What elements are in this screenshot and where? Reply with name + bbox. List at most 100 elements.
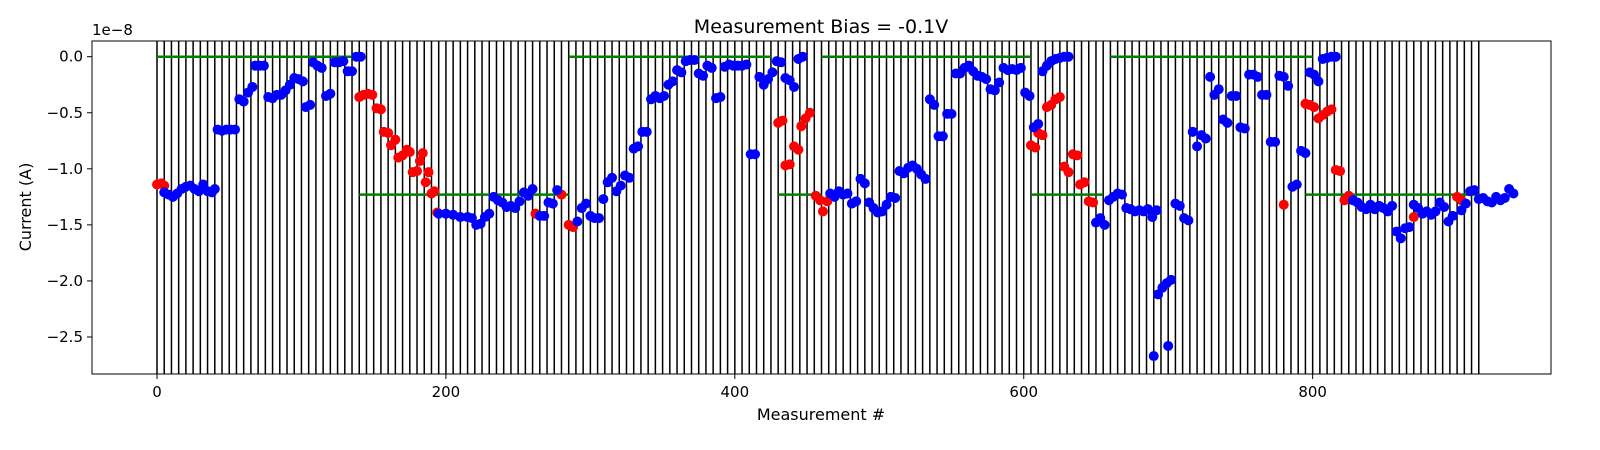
blue-data-point [624,172,635,183]
blue-data-point [715,92,726,103]
blue-data-point [607,172,618,183]
blue-data-point [1033,118,1044,129]
red-data-point [1335,166,1346,177]
blue-data-point [1278,71,1289,82]
red-data-point [1054,92,1065,103]
blue-data-point [641,126,652,137]
red-data-point [1408,212,1419,223]
x-tick-label: 400 [721,383,750,401]
y-axis: 0.0 −0.5 −1.0 −1.5 −2.0 −2.5 [47,48,92,346]
red-data-point [804,107,815,118]
blue-data-point [1222,117,1233,128]
blue-data-point [946,108,957,119]
red-data-point [822,196,833,207]
blue-data-point [994,77,1005,88]
blue-data-point [633,141,644,152]
x-tick-label: 200 [432,383,461,401]
blue-data-point [741,59,752,70]
plot-frame [91,40,1552,375]
blue-data-point [338,56,349,67]
blue-data-point [754,71,765,82]
blue-data-point [1300,148,1311,159]
red-data-point [429,186,440,197]
blue-data-point [881,199,892,210]
blue-data-point [1099,219,1110,230]
blue-data-point [1116,189,1127,200]
red-data-point [1030,142,1041,153]
red-data-point [412,166,423,177]
blue-data-point [981,74,992,85]
blue-data-point [209,184,220,194]
blue-data-point [1313,76,1324,87]
blue-data-point [1200,133,1211,144]
blue-data-point [929,99,940,110]
red-data-point [383,127,394,138]
blue-data-point [598,194,609,205]
red-data-point [420,177,431,188]
red-data-point [1309,102,1320,113]
blue-data-point [1142,204,1153,215]
blue-data-point [851,196,862,207]
blue-data-point [689,55,700,66]
red-data-point [1088,197,1099,208]
blue-data-point [1163,340,1174,351]
red-data-point [784,159,795,170]
blue-data-point [989,85,1000,96]
y-tick-label: −2.5 [47,328,83,346]
red-data-point [423,167,434,178]
red-data-point [793,144,804,155]
blue-data-point [1469,185,1480,196]
blue-data-point [1508,188,1519,199]
blue-data-point [258,60,269,71]
blue-data-point [594,213,605,224]
x-axis: 0 200 400 600 800 [152,374,1327,401]
blue-data-point [325,88,336,99]
blue-data-point [1395,233,1406,244]
blue-data-point [1252,71,1263,82]
blue-data-point [514,196,525,207]
blue-data-point [347,66,358,77]
blue-data-point [842,188,853,199]
y-tick-label: −2.0 [47,272,83,290]
red-data-point [1278,199,1289,210]
blue-data-point [1447,210,1458,221]
blue-data-point [1270,136,1281,147]
blue-data-point [547,198,558,209]
blue-data-point [455,212,466,223]
red-data-point [796,121,807,132]
blue-data-point [797,51,808,62]
blue-data-point [1291,179,1302,190]
x-tick-label: 0 [152,383,162,401]
blue-data-point [615,180,626,191]
red-data-point [777,115,788,126]
blue-data-point [1148,351,1159,362]
blue-data-point [1205,71,1216,82]
red-data-point [1326,104,1337,115]
plot-marks [152,41,1519,374]
chart-title: Measurement Bias = -0.1V [694,16,948,38]
blue-data-point [1015,62,1026,73]
blue-data-point [1231,90,1242,101]
blue-data-point [1460,198,1471,209]
blue-data-point [305,99,316,110]
red-data-point [375,104,386,115]
blue-data-point [676,67,687,78]
blue-data-point [539,210,550,221]
blue-data-point [355,51,366,62]
blue-data-point [1404,222,1415,233]
blue-data-point [238,96,249,107]
red-data-point [367,89,378,100]
blue-data-point [1261,89,1272,100]
blue-data-point [776,57,787,68]
y-axis-label: Current (A) [16,163,35,252]
blue-data-point [789,81,800,92]
blue-data-point [890,192,901,203]
blue-data-point [1387,200,1398,211]
x-tick-label: 800 [1298,383,1327,401]
red-data-point [1079,177,1090,188]
blue-data-point [527,184,538,194]
x-tick-label: 600 [1009,383,1038,401]
blue-data-point [316,62,327,73]
blue-data-point [1439,201,1450,212]
